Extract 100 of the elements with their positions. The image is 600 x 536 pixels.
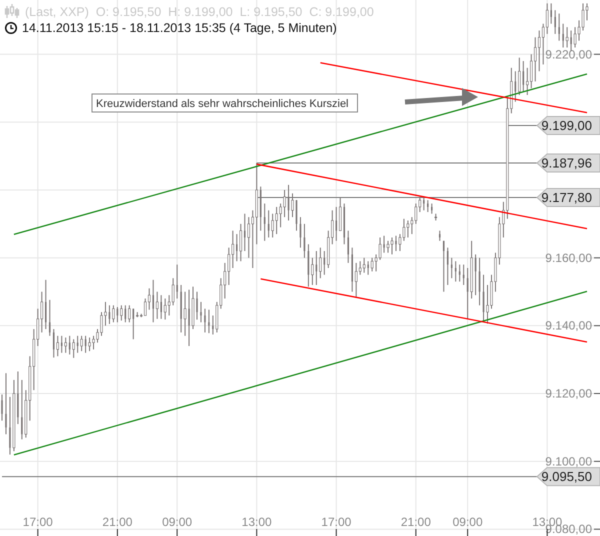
candlestick	[450, 257, 452, 279]
candlestick	[68, 335, 70, 356]
candlestick	[335, 206, 338, 242]
candlestick	[427, 200, 429, 213]
x-tick-label: 21:00	[102, 515, 133, 529]
candlestick	[558, 13, 560, 42]
candlestick	[546, 2, 549, 34]
candlestick	[64, 337, 67, 354]
candlestick	[316, 250, 318, 286]
candlestick	[72, 338, 75, 358]
candlestick	[514, 70, 516, 102]
candlestick	[554, 10, 556, 34]
candlestick	[120, 304, 123, 322]
candlestick	[347, 230, 350, 264]
candlestick	[550, 2, 552, 24]
candlestick	[300, 216, 302, 248]
candlestick	[566, 26, 568, 48]
candlestick	[304, 223, 306, 258]
candlestick	[56, 335, 60, 357]
ref-line-label: 9.095,50	[541, 469, 592, 484]
candlestick	[454, 260, 456, 282]
candlestick	[176, 264, 178, 300]
candlestick	[164, 298, 166, 320]
candlestick	[88, 337, 91, 352]
annotation: Kreuzwiderstand als sehr wahrscheinliches Kursziel	[96, 98, 349, 110]
candlestick	[414, 203, 418, 224]
candlestick	[311, 257, 314, 286]
candlestick	[518, 57, 521, 96]
candlestick	[200, 301, 202, 323]
candlestick	[390, 236, 394, 255]
y-tick-label: 9.100,00	[545, 454, 592, 468]
candlestick	[574, 26, 576, 48]
candlestick	[402, 218, 406, 242]
candlestick	[160, 294, 162, 320]
y-tick-label: 9.140,00	[545, 318, 592, 333]
candlestick	[152, 279, 154, 323]
candlestick	[275, 206, 278, 235]
candlestick	[44, 279, 47, 330]
x-tick-label: 17:00	[321, 515, 352, 529]
candlestick	[21, 379, 23, 440]
candlestick	[132, 308, 134, 340]
candlestick	[458, 264, 460, 282]
candlestick	[52, 328, 55, 358]
candlestick	[486, 284, 489, 324]
candlestick	[128, 304, 131, 323]
candlestick	[232, 230, 234, 268]
candlestick	[354, 262, 358, 298]
candlestick	[442, 240, 445, 292]
candlestick	[124, 304, 126, 323]
ref-line-label: 9.187,96	[541, 155, 592, 170]
candlestick	[100, 312, 103, 336]
candlestick	[534, 36, 537, 82]
candlestick	[522, 60, 524, 92]
candlestick	[228, 247, 230, 286]
candlestick	[386, 240, 390, 254]
candlestick	[466, 268, 468, 320]
candlestick	[562, 23, 564, 48]
candlestick	[474, 254, 476, 296]
candlestick	[264, 203, 266, 242]
candlestick	[406, 220, 410, 238]
y-tick-label: 9.220,00	[545, 47, 592, 62]
y-tick-label: 9.160,00	[545, 250, 592, 265]
candlestick	[538, 30, 541, 72]
text: 14.11.2013 15:15 - 18.11.2013 15:35 (4 Tage, 5 Minuten)	[22, 21, 337, 35]
candlestick	[184, 291, 186, 336]
candlestick	[271, 213, 274, 238]
candlestick	[239, 223, 242, 262]
x-tick-label: 17:00	[22, 515, 54, 529]
candlestick	[268, 210, 270, 238]
candlestick	[172, 278, 174, 306]
candlestick	[446, 247, 449, 286]
candlestick	[48, 299, 51, 336]
candlestick	[247, 216, 250, 258]
candlestick	[438, 230, 441, 242]
candlestick	[430, 203, 433, 214]
candlestick	[236, 234, 238, 262]
candlestick	[212, 314, 214, 335]
ref-line-label: 9.177,80	[541, 190, 592, 205]
candlestick	[319, 247, 322, 279]
candlestick	[370, 257, 374, 272]
candlestick	[80, 335, 83, 352]
x-tick-label: 13:00	[242, 515, 272, 529]
candlestick	[324, 250, 326, 276]
candlestick	[244, 213, 246, 252]
candlestick	[582, 2, 584, 32]
candlestick	[204, 308, 206, 333]
ref-line-label: 9.199,00	[541, 118, 592, 134]
candlestick	[156, 291, 159, 320]
candlestick	[1, 394, 3, 422]
y-tick-label: 9.120,00	[545, 386, 592, 401]
candlestick	[144, 298, 147, 316]
candlestick	[478, 257, 480, 306]
candlestick	[308, 244, 310, 288]
x-tick-label: 21:00	[400, 515, 432, 529]
candlestick	[378, 236, 382, 260]
candlestick	[362, 257, 366, 274]
candlestick	[112, 304, 115, 323]
x-tick-label: 09:00	[162, 515, 192, 529]
x-tick-label: 09:00	[452, 515, 483, 529]
candlestick	[92, 335, 95, 350]
